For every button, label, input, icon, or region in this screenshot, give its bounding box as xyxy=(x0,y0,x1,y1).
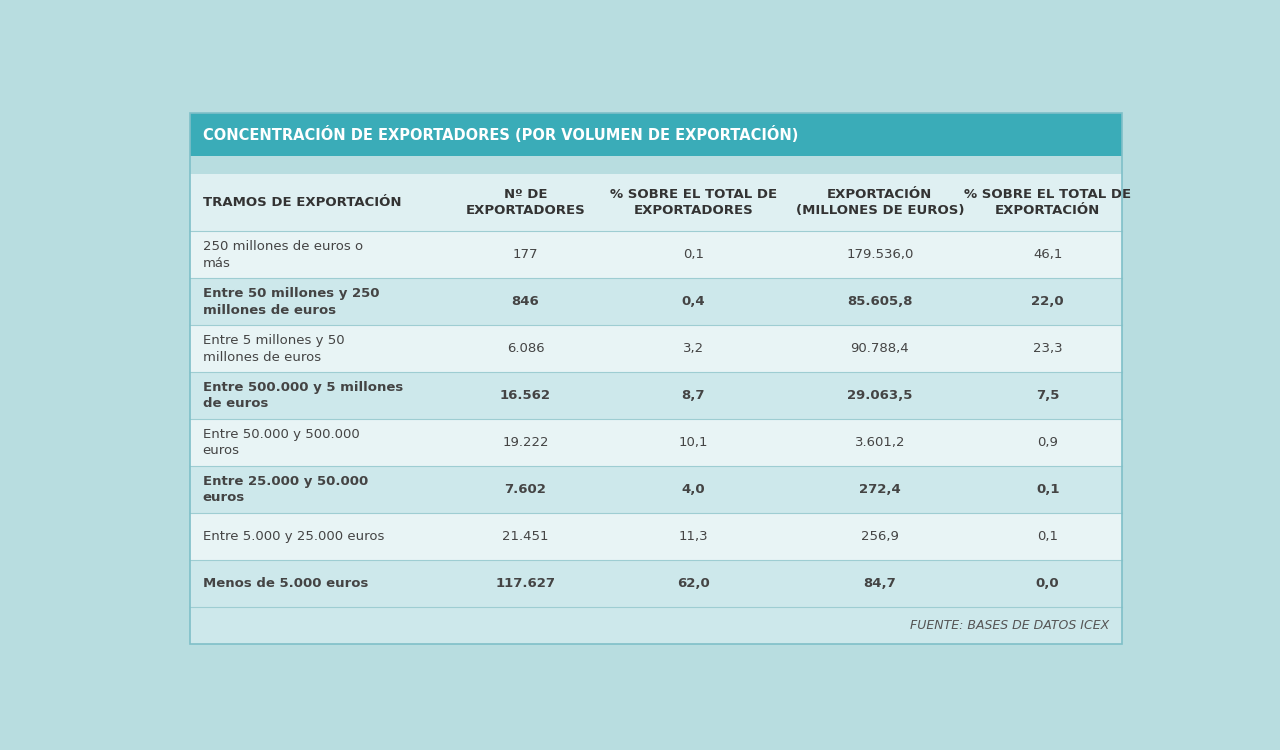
Text: 3,2: 3,2 xyxy=(682,342,704,355)
Text: Entre 50.000 y 500.000
euros: Entre 50.000 y 500.000 euros xyxy=(202,428,360,457)
Text: Entre 500.000 y 5 millones
de euros: Entre 500.000 y 5 millones de euros xyxy=(202,381,403,410)
Text: Nº DE
EXPORTADORES: Nº DE EXPORTADORES xyxy=(466,188,585,218)
Bar xyxy=(189,326,1123,372)
Text: 179.536,0: 179.536,0 xyxy=(846,248,914,262)
Text: 6.086: 6.086 xyxy=(507,342,544,355)
Text: FUENTE: BASES DE DATOS ICEX: FUENTE: BASES DE DATOS ICEX xyxy=(910,620,1110,632)
Text: 117.627: 117.627 xyxy=(495,577,556,590)
Text: 3.601,2: 3.601,2 xyxy=(855,436,905,449)
Text: Entre 25.000 y 50.000
euros: Entre 25.000 y 50.000 euros xyxy=(202,475,367,504)
Bar xyxy=(189,607,1123,644)
Text: 23,3: 23,3 xyxy=(1033,342,1062,355)
Text: 7,5: 7,5 xyxy=(1036,389,1060,402)
Text: 8,7: 8,7 xyxy=(681,389,705,402)
Text: % SOBRE EL TOTAL DE
EXPORTACIÓN: % SOBRE EL TOTAL DE EXPORTACIÓN xyxy=(964,188,1132,218)
Text: EXPORTACIÓN
(MILLONES DE EUROS): EXPORTACIÓN (MILLONES DE EUROS) xyxy=(796,188,964,218)
Text: CONCENTRACIÓN DE EXPORTADORES (POR VOLUMEN DE EXPORTACIÓN): CONCENTRACIÓN DE EXPORTADORES (POR VOLUM… xyxy=(202,126,797,143)
Text: 0,1: 0,1 xyxy=(1037,530,1059,543)
Text: Entre 5.000 y 25.000 euros: Entre 5.000 y 25.000 euros xyxy=(202,530,384,543)
Text: Menos de 5.000 euros: Menos de 5.000 euros xyxy=(202,577,369,590)
Text: Entre 5 millones y 50
millones de euros: Entre 5 millones y 50 millones de euros xyxy=(202,334,344,364)
Text: 85.605,8: 85.605,8 xyxy=(847,296,913,308)
Text: 16.562: 16.562 xyxy=(500,389,550,402)
Text: % SOBRE EL TOTAL DE
EXPORTADORES: % SOBRE EL TOTAL DE EXPORTADORES xyxy=(609,188,777,218)
Text: 46,1: 46,1 xyxy=(1033,248,1062,262)
Text: 90.788,4: 90.788,4 xyxy=(850,342,909,355)
Text: 19.222: 19.222 xyxy=(502,436,549,449)
Text: 4,0: 4,0 xyxy=(681,483,705,496)
Bar xyxy=(189,419,1123,466)
Text: 10,1: 10,1 xyxy=(678,436,708,449)
Text: 11,3: 11,3 xyxy=(678,530,708,543)
Bar xyxy=(189,278,1123,326)
Bar xyxy=(189,560,1123,607)
Text: 29.063,5: 29.063,5 xyxy=(847,389,913,402)
Text: Entre 50 millones y 250
millones de euros: Entre 50 millones y 250 millones de euro… xyxy=(202,287,379,316)
Text: 177: 177 xyxy=(513,248,538,262)
Text: 272,4: 272,4 xyxy=(859,483,901,496)
Text: 0,1: 0,1 xyxy=(1036,483,1060,496)
Text: 256,9: 256,9 xyxy=(861,530,899,543)
Bar xyxy=(189,466,1123,513)
Bar xyxy=(189,513,1123,560)
Text: 21.451: 21.451 xyxy=(502,530,549,543)
Text: 7.602: 7.602 xyxy=(504,483,547,496)
Text: TRAMOS DE EXPORTACIÓN: TRAMOS DE EXPORTACIÓN xyxy=(202,196,401,209)
Bar xyxy=(189,232,1123,278)
Text: 84,7: 84,7 xyxy=(864,577,896,590)
Text: 0,4: 0,4 xyxy=(681,296,705,308)
Text: 0,0: 0,0 xyxy=(1036,577,1060,590)
Text: 0,1: 0,1 xyxy=(682,248,704,262)
Text: 22,0: 22,0 xyxy=(1032,296,1064,308)
Text: 846: 846 xyxy=(512,296,539,308)
Text: 62,0: 62,0 xyxy=(677,577,709,590)
Text: 0,9: 0,9 xyxy=(1037,436,1059,449)
Bar xyxy=(189,372,1123,419)
Bar xyxy=(189,113,1123,157)
Text: 250 millones de euros o
más: 250 millones de euros o más xyxy=(202,240,362,270)
